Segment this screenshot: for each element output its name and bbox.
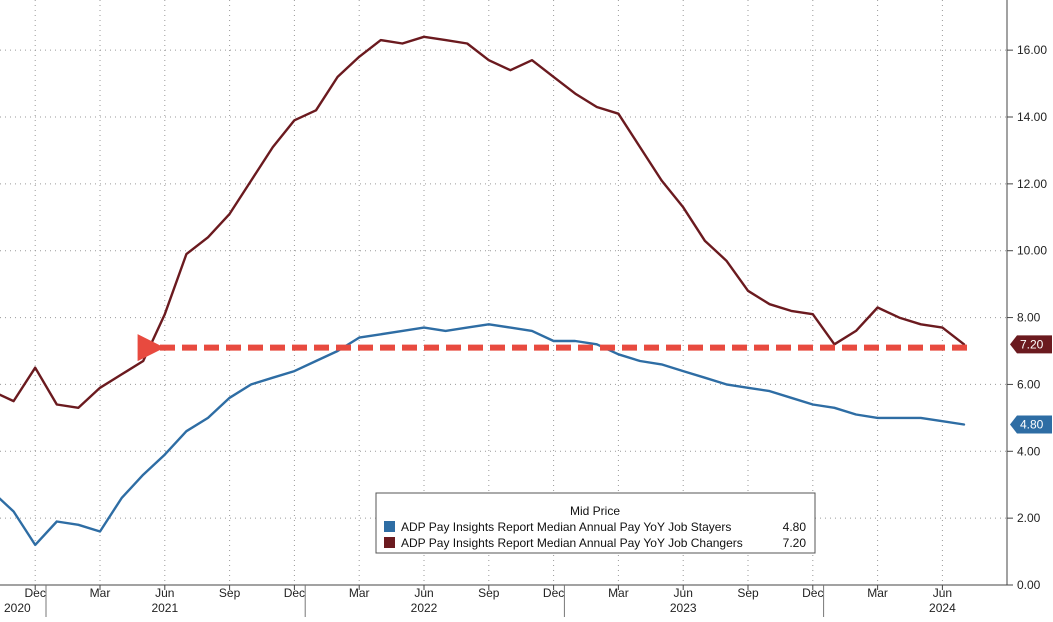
y-tick-label: 14.00 [1017,110,1047,124]
year-label: 2024 [929,601,956,615]
x-tick-label: Jun [155,586,174,600]
y-tick-label: 0.00 [1017,578,1041,592]
last-value-badge-changers [1010,335,1052,354]
year-label: 2020 [4,601,31,615]
x-tick-label: Sep [737,586,759,600]
y-tick-label: 6.00 [1017,377,1041,391]
x-tick-label: Dec [284,586,305,600]
y-tick-label: 4.00 [1017,444,1041,458]
y-tick-label: 16.00 [1017,43,1047,57]
y-tick-label: 10.00 [1017,244,1047,258]
year-label: 2021 [151,601,178,615]
x-tick-label: Jun [674,586,693,600]
last-value-badges: 4.80 7.20 [1010,335,1052,434]
legend-label-changers: ADP Pay Insights Report Median Annual Pa… [401,536,743,550]
x-tick-label: Dec [802,586,823,600]
series-line-job-stayers [0,323,966,547]
legend-swatch-stayers [384,521,395,532]
y-tick-label: 2.00 [1017,511,1041,525]
x-tick-label: Sep [219,586,241,600]
last-value-label-stayers: 4.80 [1020,418,1044,432]
x-tick-label: Dec [543,586,564,600]
x-tick-label: Jun [933,586,952,600]
last-value-badge-stayers [1010,415,1052,434]
x-tick-label: Mar [608,586,629,600]
x-tick-label: Dec [25,586,46,600]
x-tick-label: Sep [478,586,500,600]
x-tick-label: Jun [414,586,433,600]
y-tick-label: 12.00 [1017,177,1047,191]
legend-swatch-changers [384,537,395,548]
series-lines [0,35,966,547]
x-tick-label: Mar [867,586,888,600]
year-label: 2023 [670,601,697,615]
last-value-label-changers: 7.20 [1020,337,1044,351]
legend-value-changers: 7.20 [783,536,807,550]
year-label: 2022 [411,601,438,615]
x-tick-label: Mar [349,586,370,600]
legend: Mid Price ADP Pay Insights Report Median… [375,492,816,554]
y-tick-label: 8.00 [1017,311,1041,325]
x-tick-label: Mar [90,586,111,600]
legend-title: Mid Price [570,504,620,518]
series-line-job-changers [0,35,966,409]
legend-label-stayers: ADP Pay Insights Report Median Annual Pa… [401,520,731,534]
legend-value-stayers: 4.80 [783,520,807,534]
legend-box [375,492,816,554]
